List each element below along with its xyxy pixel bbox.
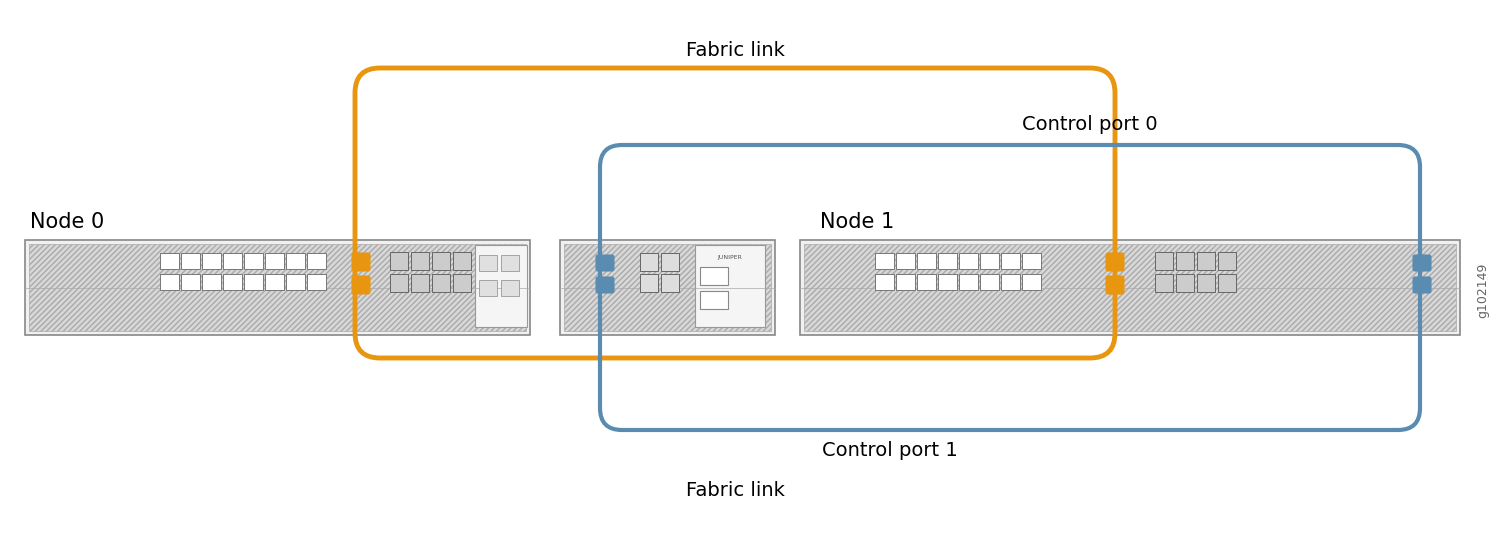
Bar (308, 274, 326, 290)
Bar (980, 253, 1000, 269)
Bar (182, 274, 200, 290)
Bar (896, 253, 916, 269)
Text: Control port 1: Control port 1 (823, 441, 958, 459)
Bar (959, 274, 979, 290)
Bar (266, 253, 284, 269)
Bar (432, 252, 450, 270)
Bar (959, 253, 979, 269)
Bar (896, 274, 916, 290)
Bar (224, 253, 242, 269)
Bar (1175, 274, 1193, 292)
Bar (1001, 253, 1021, 269)
Bar (245, 274, 263, 290)
Bar (980, 274, 1000, 290)
Bar (938, 253, 958, 269)
Bar (699, 291, 728, 309)
Bar (1154, 274, 1172, 292)
Bar (411, 274, 429, 292)
Bar (699, 267, 728, 285)
Bar (1196, 274, 1214, 292)
Bar (917, 274, 937, 290)
Bar (660, 253, 678, 271)
Bar (1022, 274, 1042, 290)
FancyBboxPatch shape (1106, 254, 1124, 271)
Bar (224, 274, 242, 290)
FancyBboxPatch shape (596, 278, 614, 293)
Bar (161, 274, 179, 290)
FancyBboxPatch shape (1414, 256, 1430, 271)
Bar (245, 253, 263, 269)
Text: Fabric link: Fabric link (686, 481, 785, 499)
FancyBboxPatch shape (1106, 277, 1124, 294)
Bar (938, 274, 958, 290)
Bar (1175, 252, 1193, 270)
Bar (161, 253, 179, 269)
FancyBboxPatch shape (805, 244, 1456, 331)
Bar (432, 274, 450, 292)
Bar (501, 280, 519, 296)
Bar (479, 280, 497, 296)
Bar (639, 253, 657, 271)
Bar (453, 274, 471, 292)
FancyBboxPatch shape (1414, 278, 1430, 293)
Bar (203, 253, 221, 269)
Bar (875, 274, 895, 290)
Bar (1022, 253, 1042, 269)
Bar (875, 253, 895, 269)
Text: Control port 0: Control port 0 (1022, 116, 1157, 135)
Bar (411, 252, 429, 270)
FancyBboxPatch shape (29, 244, 525, 331)
Bar (639, 274, 657, 292)
Bar (660, 274, 678, 292)
Bar (501, 255, 519, 271)
Bar (182, 253, 200, 269)
FancyBboxPatch shape (26, 240, 530, 335)
FancyBboxPatch shape (564, 244, 772, 331)
Bar (1217, 252, 1235, 270)
Text: g102149: g102149 (1477, 262, 1489, 318)
Bar (1196, 252, 1214, 270)
FancyBboxPatch shape (596, 256, 614, 271)
Text: Fabric link: Fabric link (686, 41, 785, 59)
Bar (308, 253, 326, 269)
Bar (287, 253, 305, 269)
FancyBboxPatch shape (560, 240, 775, 335)
Bar (474, 245, 527, 327)
Bar (453, 252, 471, 270)
FancyBboxPatch shape (353, 254, 369, 271)
Bar (390, 274, 408, 292)
Bar (1001, 274, 1021, 290)
Text: JUNIPER: JUNIPER (717, 255, 743, 260)
Bar (203, 274, 221, 290)
Bar (390, 252, 408, 270)
Text: Node 0: Node 0 (30, 212, 104, 232)
FancyBboxPatch shape (353, 277, 369, 294)
Bar (287, 274, 305, 290)
Text: Node 1: Node 1 (820, 212, 895, 232)
Bar (1154, 252, 1172, 270)
Bar (917, 253, 937, 269)
Bar (1217, 274, 1235, 292)
Bar (695, 245, 766, 327)
Bar (479, 255, 497, 271)
Bar (266, 274, 284, 290)
FancyBboxPatch shape (800, 240, 1460, 335)
